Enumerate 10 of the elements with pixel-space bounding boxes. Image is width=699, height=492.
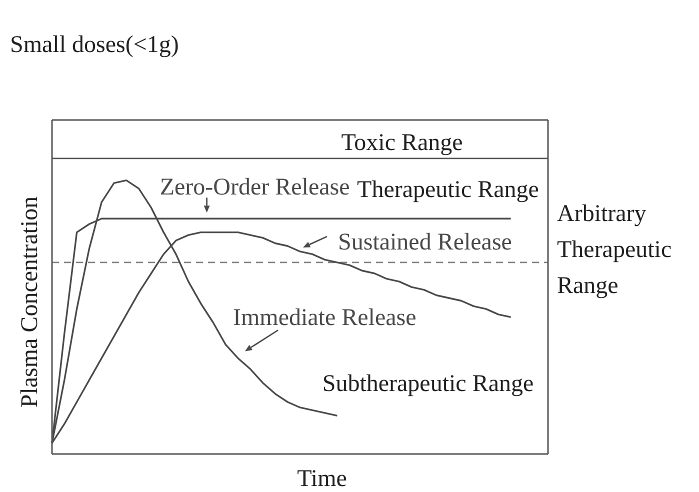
text: Arbitrary Therapeutic Range (557, 200, 673, 301)
legend-label: Sustained Release (338, 229, 512, 256)
y-axis-title: Plasma Concentration (17, 196, 43, 408)
chart-title: Small doses(<1g) (10, 32, 179, 58)
series-label: Zero-Order Release (160, 174, 350, 201)
annotation: Therapeutic Range (357, 177, 539, 203)
text: Toxic Range (341, 130, 463, 156)
annotation: Subtherapeutic Range (322, 371, 534, 397)
x-axis-title: Time (297, 466, 347, 492)
series-label: Immediate Release (233, 305, 416, 332)
